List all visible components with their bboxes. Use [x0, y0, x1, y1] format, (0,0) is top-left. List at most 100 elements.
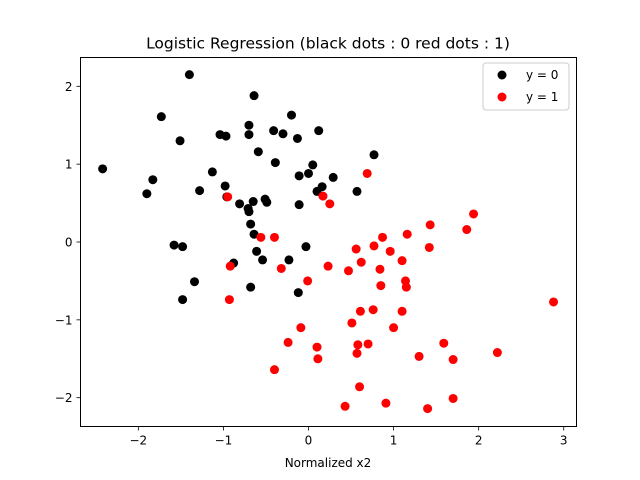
data-point-y1	[303, 276, 313, 286]
data-point-y1	[439, 338, 449, 348]
data-point-y1	[375, 264, 385, 274]
data-point-y1	[313, 354, 323, 364]
data-points	[98, 70, 559, 414]
data-point-y1	[425, 220, 435, 230]
data-point-y0	[142, 189, 152, 199]
data-point-y0	[304, 168, 314, 178]
chart-title: Logistic Regression (black dots : 0 red …	[146, 35, 510, 53]
data-point-y1	[312, 342, 322, 352]
data-point-y1	[397, 256, 407, 266]
data-point-y1	[256, 232, 266, 242]
data-point-y0	[220, 181, 230, 191]
legend-marker-y0	[497, 70, 507, 80]
data-point-y1	[356, 257, 366, 267]
data-point-y1	[318, 191, 328, 201]
y-axis: −2 −1 0 1 2	[55, 80, 81, 405]
data-point-y0	[156, 112, 166, 122]
data-point-y1	[492, 348, 502, 358]
data-point-y1	[389, 323, 399, 333]
x-axis: −2 −1 0 1 2 3	[130, 426, 568, 448]
data-point-y0	[175, 136, 185, 146]
data-point-y0	[369, 150, 379, 160]
data-point-y1	[343, 266, 353, 276]
data-point-y0	[262, 197, 272, 207]
data-point-y0	[221, 131, 231, 141]
data-point-y0	[269, 126, 279, 136]
data-point-y1	[424, 242, 434, 252]
data-point-y1	[376, 281, 386, 291]
data-point-y0	[252, 246, 262, 256]
x-axis-label: Normalized x2	[285, 456, 372, 470]
data-point-y0	[244, 120, 254, 130]
data-point-y0	[98, 164, 108, 174]
data-point-y0	[308, 160, 318, 170]
data-point-y0	[178, 242, 188, 252]
y-tick-label: 2	[65, 80, 73, 94]
data-point-y0	[294, 171, 304, 181]
legend-label-y1: y = 1	[526, 90, 558, 104]
data-point-y1	[352, 348, 362, 358]
data-point-y1	[448, 393, 458, 403]
x-tick-label: 3	[560, 434, 568, 448]
data-point-y0	[301, 242, 311, 252]
data-point-y0	[184, 70, 194, 80]
data-point-y0	[258, 255, 268, 265]
legend-label-y0: y = 0	[526, 68, 558, 82]
data-point-y1	[369, 241, 379, 251]
x-tick-label: −2	[130, 434, 148, 448]
data-point-y1	[363, 339, 373, 349]
data-point-y1	[469, 209, 479, 219]
data-point-y0	[294, 200, 304, 210]
y-tick-label: 1	[65, 158, 73, 172]
data-point-y1	[549, 297, 559, 307]
data-point-y1	[385, 246, 395, 256]
data-point-y1	[351, 244, 361, 254]
y-tick-label: 0	[65, 236, 73, 250]
data-point-y1	[269, 232, 279, 242]
data-point-y0	[235, 199, 245, 209]
data-point-y0	[249, 91, 259, 101]
data-point-y1	[355, 306, 365, 316]
data-point-y0	[352, 186, 362, 196]
x-tick-label: 2	[475, 434, 483, 448]
data-point-y1	[347, 318, 357, 328]
data-point-y0	[244, 207, 254, 217]
data-point-y1	[381, 398, 391, 408]
data-point-y0	[190, 277, 200, 287]
data-point-y0	[246, 282, 256, 292]
y-tick-label: −1	[55, 313, 73, 327]
data-point-y1	[378, 232, 388, 242]
data-point-y1	[269, 365, 279, 375]
data-point-y1	[368, 305, 378, 315]
data-point-y0	[248, 197, 258, 207]
data-point-y1	[276, 263, 286, 273]
data-point-y0	[178, 295, 188, 305]
data-point-y1	[401, 282, 411, 292]
data-point-y0	[253, 147, 263, 157]
data-point-y0	[244, 130, 254, 140]
data-point-y0	[207, 167, 217, 177]
data-point-y1	[397, 306, 407, 316]
data-point-y1	[355, 382, 365, 392]
x-tick-label: −1	[215, 434, 233, 448]
data-point-y0	[195, 186, 205, 196]
data-point-y0	[314, 126, 324, 136]
data-point-y0	[148, 175, 158, 185]
data-point-y0	[249, 229, 259, 239]
data-point-y1	[224, 295, 234, 305]
data-point-y0	[169, 240, 179, 250]
data-point-y0	[328, 172, 338, 182]
data-point-y1	[225, 261, 235, 271]
legend-marker-y1	[497, 92, 507, 102]
data-point-y1	[353, 340, 363, 350]
data-point-y1	[340, 401, 350, 411]
data-point-y1	[448, 355, 458, 365]
data-point-y0	[293, 288, 303, 298]
data-point-y0	[286, 110, 296, 120]
data-point-y0	[246, 219, 256, 229]
data-point-y1	[362, 168, 372, 178]
data-point-y1	[423, 404, 433, 414]
data-point-y1	[223, 192, 233, 202]
data-point-y1	[323, 261, 333, 271]
